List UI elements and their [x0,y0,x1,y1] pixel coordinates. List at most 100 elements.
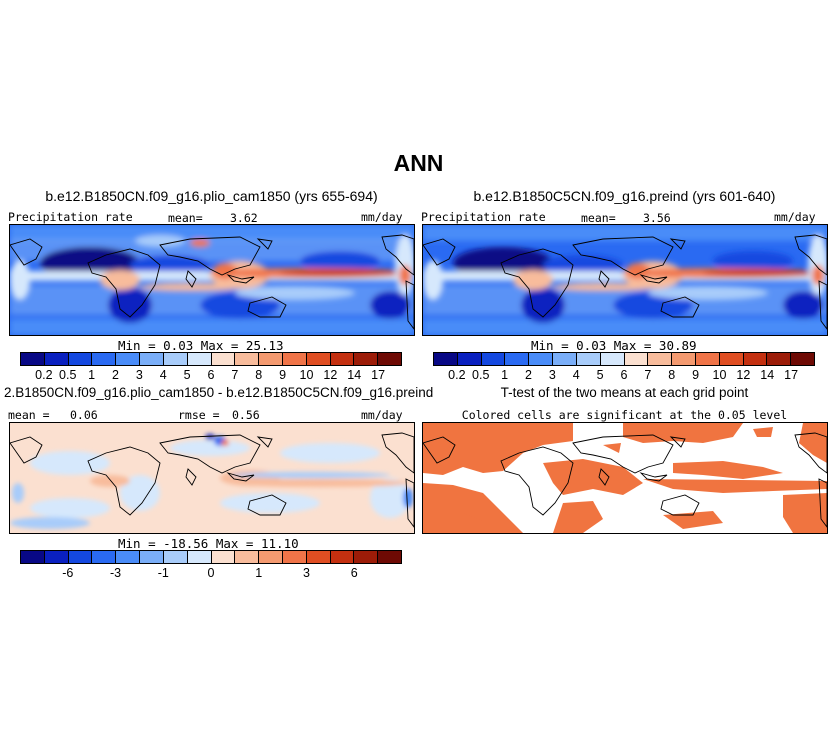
colorbar-tick-label: 12 [323,368,338,382]
bl-rmse-label: rmse = [178,408,220,422]
colorbar-tick-label: 10 [299,368,314,382]
colorbar-swatch [140,353,164,365]
colorbar-swatch [235,551,260,563]
colorbar-swatch [163,353,188,365]
tr-colorbar: 0.2 0.5 1 2 3 4 5 6 7 8 9 10 12 14 17 [433,352,815,382]
colorbar-swatch [354,551,379,563]
colorbar-swatch [529,353,554,365]
colorbar-tick-label: 9 [279,368,287,382]
colorbar-swatch [68,551,93,563]
bl-mean-value: 0.06 [70,408,98,422]
bl-colorbar: -6 -3 -1 0 1 3 6 [20,550,402,580]
colorbar-swatch [163,551,188,563]
colorbar-tick-label: 0.2 [448,368,466,382]
colorbar-tick-label: 3 [303,566,310,580]
tr-minmax: Min = 0.03 Max = 30.89 [531,338,697,353]
colorbar-swatch [672,353,696,365]
bl-difference-map [9,422,415,534]
colorbar-swatch [743,353,768,365]
colorbar-swatch [44,353,69,365]
colorbar-tick-label: -6 [62,566,74,580]
colorbar-swatch [767,353,792,365]
colorbar-swatch [259,353,283,365]
colorbar-swatch [306,551,331,563]
tl-variable-label: Precipitation rate [8,210,133,224]
colorbar-swatch [624,353,649,365]
colorbar-swatch [140,551,164,563]
bl-case-title: 2.B1850CN.f09_g16.plio_cam1850 - b.e12.B… [4,385,434,400]
br-case-title: T-test of the two means at each grid poi… [500,385,749,400]
colorbar-swatch [330,551,355,563]
colorbar-tick-label: 9 [692,368,700,382]
tr-variable-label: Precipitation rate [421,210,546,224]
bl-rmse-value: 0.56 [232,408,260,422]
colorbar-tick-label: 6 [207,368,215,382]
br-significance-map [422,422,828,534]
colorbar-tick-label: 1 [88,368,96,382]
colorbar-tick-label: 6 [350,566,358,580]
colorbar-tick-label: 17 [784,368,799,382]
colorbar-tick-label: 4 [572,368,580,382]
colorbar-swatch [187,551,212,563]
colorbar-swatch [235,353,260,365]
bl-minmax: Min = -18.56 Max = 11.10 [118,536,299,551]
colorbar-tick-label: 6 [620,368,628,382]
colorbar-swatch [378,353,401,365]
colorbar-swatch [44,551,69,563]
colorbar-tick-label: 7 [644,368,652,382]
colorbar-swatch [92,353,117,365]
colorbar-tick-label: 1 [501,368,509,382]
tl-mean-value: 3.62 [230,211,258,225]
colorbar-swatch [481,353,506,365]
br-subtitle: Colored cells are significant at the 0.0… [461,408,788,422]
colorbar-tick-label: 7 [231,368,239,382]
plot-title: ANN [393,150,444,176]
colorbar-tick-label: 10 [712,368,727,382]
colorbar-swatch [282,353,307,365]
tl-mean-label: mean= [168,211,203,225]
colorbar-tick-label: 1 [255,566,263,580]
colorbar-swatch [648,353,673,365]
tr-precip-map [422,224,828,336]
tr-mean-label: mean= [581,211,616,225]
colorbar-swatch [21,353,45,365]
colorbar-swatch [282,551,307,563]
tl-colorbar: 0.2 0.5 1 2 3 4 5 6 7 8 9 10 12 14 17 [20,352,402,382]
colorbar-tick-label: 8 [255,368,263,382]
tr-mean-value: 3.56 [643,211,671,225]
colorbar-swatch [116,551,141,563]
colorbar-tick-label: 0.5 [472,368,490,382]
colorbar-swatch [354,353,379,365]
colorbar-tick-label: 5 [596,368,604,382]
tl-units: mm/day [361,210,403,224]
tl-minmax: Min = 0.03 Max = 25.13 [118,338,284,353]
colorbar-tick-label: 3 [135,368,143,382]
colorbar-swatch [505,353,530,365]
colorbar-tick-label: 2 [525,368,532,382]
colorbar-swatch [553,353,577,365]
colorbar-tick-label: 17 [371,368,386,382]
bl-units: mm/day [361,408,403,422]
colorbar-swatch [187,353,212,365]
colorbar-swatch [259,551,283,563]
colorbar-tick-label: -3 [109,566,122,580]
colorbar-tick-label: 0.5 [59,368,77,382]
colorbar-swatch [92,551,117,563]
colorbar-tick-label: 8 [668,368,676,382]
colorbar-swatch [695,353,720,365]
tr-units: mm/day [774,210,816,224]
colorbar-swatch [791,353,814,365]
colorbar-swatch [330,353,355,365]
colorbar-tick-label: 2 [112,368,119,382]
colorbar-swatch [116,353,141,365]
colorbar-tick-label: 0.2 [35,368,53,382]
colorbar-tick-label: 12 [736,368,751,382]
colorbar-tick-label: 4 [159,368,167,382]
colorbar-swatch [457,353,482,365]
bl-mean-label: mean = [8,408,50,422]
colorbar-swatch [600,353,625,365]
tl-precip-map [9,224,415,336]
tr-case-title: b.e12.B1850C5CN.f09_g16.preind (yrs 601-… [473,188,776,204]
colorbar-swatch [434,353,458,365]
colorbar-swatch [211,551,236,563]
